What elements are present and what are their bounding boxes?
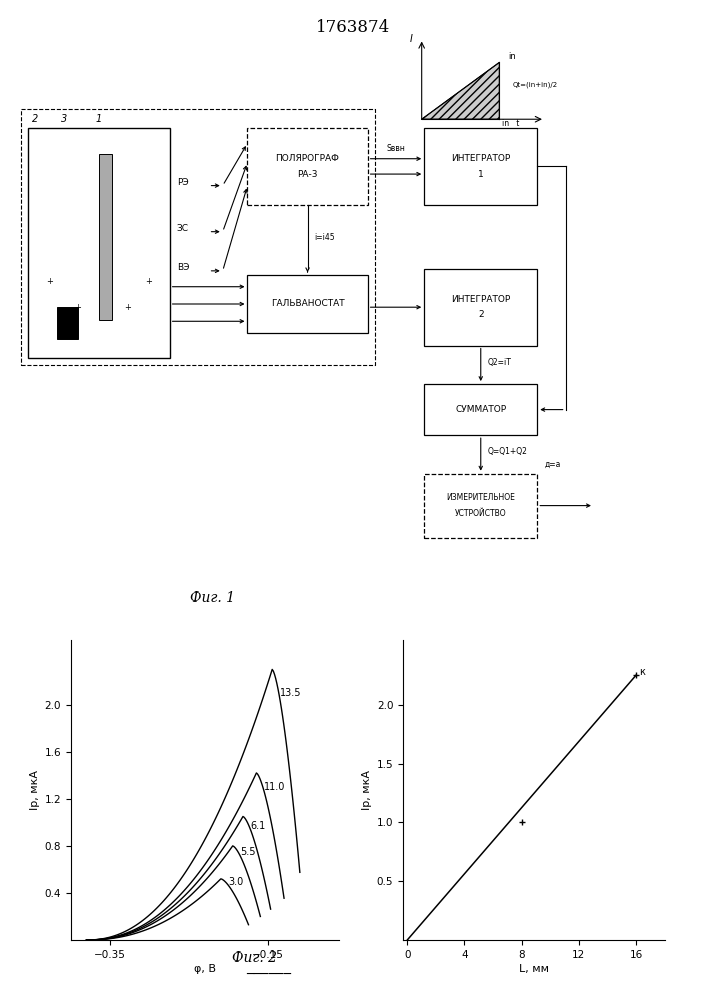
FancyBboxPatch shape xyxy=(424,128,537,205)
Text: д=a: д=a xyxy=(544,460,561,469)
Text: in: in xyxy=(508,52,516,61)
Text: 1: 1 xyxy=(478,170,484,179)
Y-axis label: Ip, мкА: Ip, мкА xyxy=(363,770,373,810)
Text: 2: 2 xyxy=(33,114,38,124)
X-axis label: φ, В: φ, В xyxy=(194,964,216,974)
Text: РА-3: РА-3 xyxy=(298,170,317,179)
Text: Q2=iT: Q2=iT xyxy=(488,358,512,367)
Text: к: к xyxy=(639,667,645,677)
Text: ПОЛЯРОГРАФ: ПОЛЯРОГРАФ xyxy=(276,154,339,163)
FancyBboxPatch shape xyxy=(424,474,537,538)
Text: i=i45: i=i45 xyxy=(315,233,335,242)
Text: 1: 1 xyxy=(96,114,102,124)
Text: РЭ: РЭ xyxy=(177,178,189,187)
Text: Sввн: Sввн xyxy=(387,144,405,153)
Text: +: + xyxy=(46,277,53,286)
FancyBboxPatch shape xyxy=(28,128,170,358)
Text: Qt=(in+in)/2: Qt=(in+in)/2 xyxy=(513,81,558,88)
FancyBboxPatch shape xyxy=(247,275,368,333)
Text: I: I xyxy=(409,34,412,44)
Text: ──────: ────── xyxy=(246,968,291,981)
Text: Фиг. 1: Фиг. 1 xyxy=(189,591,235,605)
Text: 11.0: 11.0 xyxy=(264,782,286,792)
Text: 13.5: 13.5 xyxy=(280,688,302,698)
Text: +: + xyxy=(74,303,81,312)
Y-axis label: Ip, мкА: Ip, мкА xyxy=(30,770,40,810)
FancyBboxPatch shape xyxy=(424,384,537,435)
X-axis label: L, мм: L, мм xyxy=(519,964,549,974)
Text: Q=Q1+Q2: Q=Q1+Q2 xyxy=(488,447,527,456)
Text: ГАЛЬВАНОСТАТ: ГАЛЬВАНОСТАТ xyxy=(271,300,344,308)
Text: 5.5: 5.5 xyxy=(240,847,256,857)
Text: 3: 3 xyxy=(61,114,66,124)
Text: ЗС: ЗС xyxy=(177,224,189,233)
Text: ИНТЕГРАТОР: ИНТЕГРАТОР xyxy=(451,295,510,304)
Text: +: + xyxy=(145,277,152,286)
Text: 3.0: 3.0 xyxy=(229,877,244,887)
Text: Фиг. 2: Фиг. 2 xyxy=(232,951,277,965)
Text: 1763874: 1763874 xyxy=(316,19,391,36)
Text: 6.1: 6.1 xyxy=(251,821,266,831)
Text: ИЗМЕРИТЕЛЬНОЕ: ИЗМЕРИТЕЛЬНОЕ xyxy=(446,493,515,502)
Text: ВЭ: ВЭ xyxy=(177,263,189,272)
Text: УСТРОЙСТВО: УСТРОЙСТВО xyxy=(455,509,507,518)
FancyBboxPatch shape xyxy=(247,128,368,205)
Text: in   t: in t xyxy=(502,119,520,128)
FancyBboxPatch shape xyxy=(424,269,537,346)
FancyBboxPatch shape xyxy=(57,307,78,339)
Text: ИНТЕГРАТОР: ИНТЕГРАТОР xyxy=(451,154,510,163)
Text: +: + xyxy=(124,303,131,312)
Polygon shape xyxy=(421,62,499,119)
FancyBboxPatch shape xyxy=(99,154,112,320)
Text: 2: 2 xyxy=(478,310,484,319)
Text: СУММАТОР: СУММАТОР xyxy=(455,405,506,414)
